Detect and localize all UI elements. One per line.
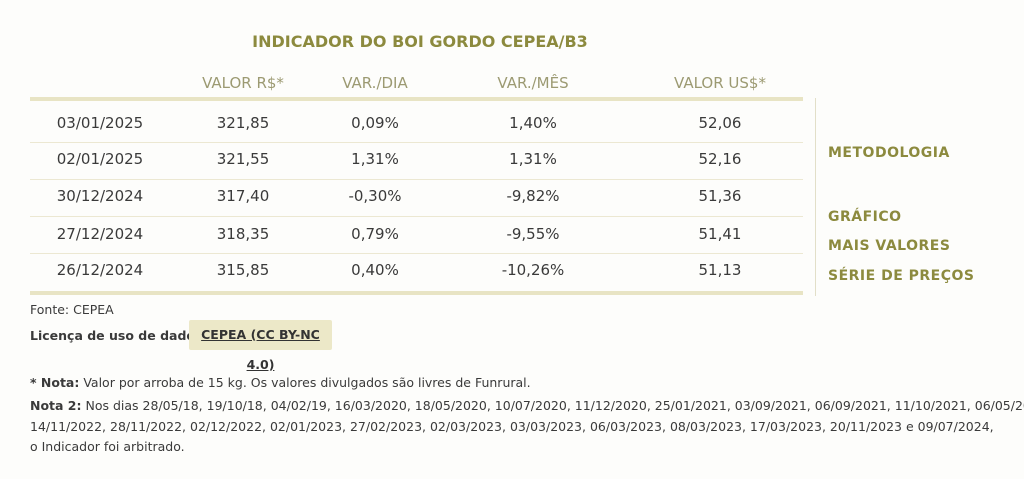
table-cell: 27/12/2024 xyxy=(56,225,144,243)
row-divider xyxy=(30,216,803,217)
table-cell: -9,55% xyxy=(506,225,560,243)
note2-line: Nos dias 28/05/18, 19/10/18, 04/02/19, 1… xyxy=(85,398,1024,413)
license-button[interactable]: CEPEA (CC BY-NC 4.0) xyxy=(189,320,332,372)
table-cell: 0,09% xyxy=(351,114,399,132)
table-cell: 1,31% xyxy=(351,150,399,168)
divider xyxy=(815,98,816,296)
table-cell: 1,40% xyxy=(509,114,557,132)
license-label: Licença de uso de dados: xyxy=(30,328,208,343)
table-cell: -9,82% xyxy=(506,187,560,205)
note2: Nota 2: Nos dias 28/05/18, 19/10/18, 04/… xyxy=(30,396,1024,458)
table-cell: -0,30% xyxy=(348,187,402,205)
table-cell: 0,40% xyxy=(351,261,399,279)
table-cell: 52,16 xyxy=(698,150,742,168)
row-divider xyxy=(30,178,803,180)
table-bottom-rule xyxy=(30,291,803,295)
table-cell: 321,85 xyxy=(216,114,270,132)
table-cell: 318,35 xyxy=(216,225,270,243)
table-cell: 1,31% xyxy=(509,150,557,168)
nav-link[interactable]: GRÁFICO xyxy=(828,209,902,225)
nav-link[interactable]: SÉRIE DE PREÇOS xyxy=(828,268,975,284)
table-cell: 51,13 xyxy=(698,261,742,279)
note2-line: 14/11/2022, 28/11/2022, 02/12/2022, 02/0… xyxy=(30,418,994,434)
note-text: Valor por arroba de 15 kg. Os valores di… xyxy=(83,375,531,390)
table-cell: -10,26% xyxy=(501,261,565,279)
column-header: VALOR US$* xyxy=(674,74,766,92)
note: * Nota: Valor por arroba de 15 kg. Os va… xyxy=(30,375,531,390)
row-divider xyxy=(30,253,803,254)
table-cell: 317,40 xyxy=(216,187,270,205)
column-header: VAR./DIA xyxy=(342,74,408,92)
table-cell: 02/01/2025 xyxy=(56,150,144,168)
table-cell: 26/12/2024 xyxy=(56,261,144,279)
table-cell: 52,06 xyxy=(698,114,742,132)
table-cell: 315,85 xyxy=(216,261,270,279)
note2-label: Nota 2: xyxy=(30,398,82,413)
table-cell: 51,36 xyxy=(698,187,742,205)
table-cell: 51,41 xyxy=(698,225,742,243)
note2-line: o Indicador foi arbitrado. xyxy=(30,439,185,454)
table-cell: 321,55 xyxy=(216,150,270,168)
nav-link[interactable]: METODOLOGIA xyxy=(828,145,950,161)
table-cell: 03/01/2025 xyxy=(56,114,144,132)
title: INDICADOR DO BOI GORDO CEPEA/B3 xyxy=(252,32,588,51)
nav-link[interactable]: MAIS VALORES xyxy=(828,238,951,254)
column-header: VAR./MÊS xyxy=(497,74,569,92)
column-header: VALOR R$* xyxy=(202,74,284,92)
source: Fonte: CEPEA xyxy=(30,302,114,317)
table-top-rule xyxy=(30,97,803,101)
note-label: * Nota: xyxy=(30,375,80,390)
table-cell: 30/12/2024 xyxy=(56,187,144,205)
row-divider xyxy=(30,142,803,143)
table-cell: 0,79% xyxy=(351,225,399,243)
